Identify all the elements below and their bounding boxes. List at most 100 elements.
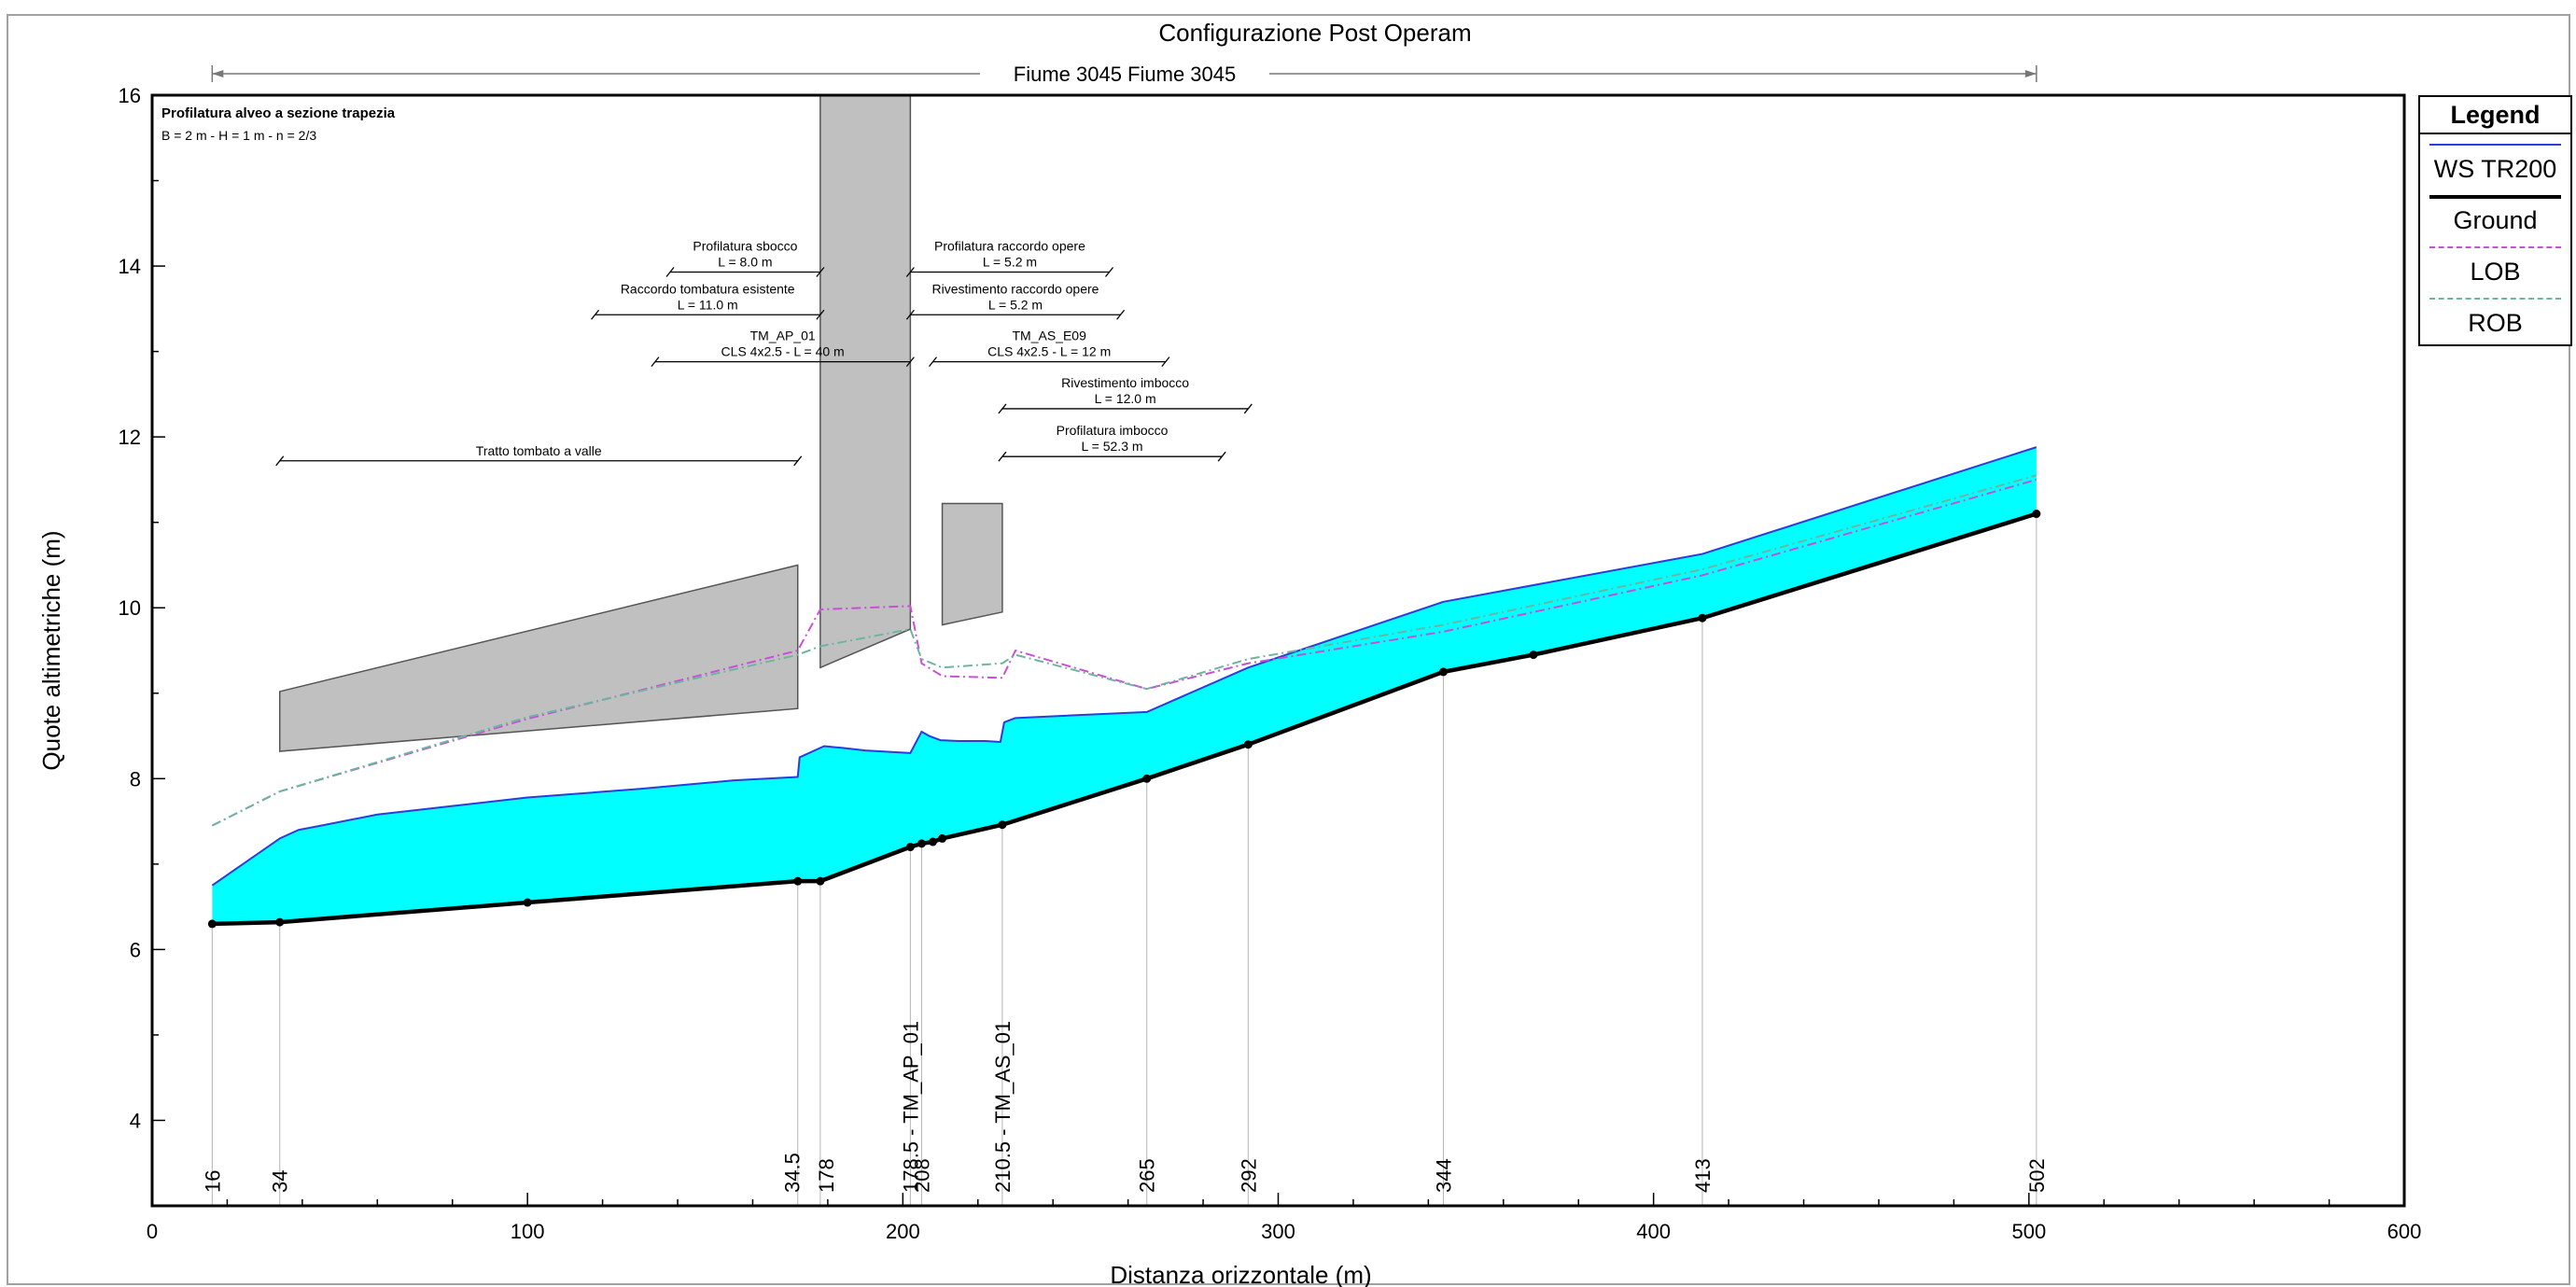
annotation-text: CLS 4x2.5 - L = 40 m — [721, 344, 845, 359]
y-tick-label: 4 — [130, 1109, 141, 1132]
ground-point — [275, 917, 285, 927]
water-fill — [212, 447, 2037, 924]
legend-item: WS TR200 — [2420, 134, 2570, 186]
annotation-text: Tratto tombato a valle — [476, 443, 602, 458]
legend-swatch — [2429, 298, 2561, 300]
y-tick-label: 6 — [130, 938, 141, 961]
annotation-text: TM_AS_E09 — [1012, 329, 1086, 343]
structure-3 — [941, 502, 1003, 626]
y-axis-label: Quote altimetriche (m) — [37, 530, 65, 770]
station-label: 344 — [1432, 1158, 1455, 1193]
ground-point — [917, 839, 926, 848]
chart-title: Configurazione Post Operam — [1158, 19, 1471, 47]
station-label: 34 — [269, 1170, 292, 1193]
x-tick-label: 400 — [1636, 1220, 1671, 1243]
x-tick-label: 600 — [2387, 1220, 2422, 1243]
station-label: 34.5 — [781, 1153, 805, 1193]
annotation-text: L = 5.2 m — [988, 297, 1043, 312]
ground-point — [1529, 650, 1538, 660]
ground-point — [938, 833, 947, 843]
annotation-tick — [793, 455, 803, 467]
ground-point — [998, 820, 1007, 830]
x-tick-label: 300 — [1261, 1220, 1295, 1243]
annotation-text: L = 52.3 m — [1082, 439, 1143, 454]
ground-point — [523, 898, 532, 907]
annotation-text: L = 5.2 m — [983, 254, 1037, 269]
annotation-tick — [1243, 403, 1253, 414]
annotation-tick — [1105, 267, 1114, 277]
annotation-text: L = 8.0 m — [718, 254, 772, 269]
legend-label: LOB — [2470, 258, 2521, 286]
series-line-lob — [211, 478, 2037, 827]
annotation-tick — [275, 455, 285, 467]
station-label: 265 — [1136, 1158, 1159, 1193]
ground-point — [207, 919, 217, 929]
annotation-text: Rivestimento imbocco — [1061, 375, 1189, 390]
legend-label: WS TR200 — [2433, 155, 2557, 183]
reach-arrow-left — [212, 70, 224, 77]
x-axis-label: Distanza orizzontale (m) — [1110, 1261, 1371, 1287]
annotation-tick — [1217, 451, 1226, 462]
annotation-text: Raccordo tombatura esistente — [621, 281, 795, 296]
annotation-tick — [998, 451, 1007, 462]
annotation-text: Profilatura raccordo opere — [934, 238, 1085, 253]
note-formula: B = 2 m - H = 1 m - n = 2/3 — [161, 128, 316, 143]
ground-point — [905, 843, 915, 852]
reach-label: Fiume 3045 Fiume 3045 — [1014, 63, 1236, 86]
y-tick-label: 8 — [130, 767, 141, 790]
x-tick-label: 100 — [511, 1220, 545, 1243]
annotation-text: L = 12.0 m — [1095, 391, 1156, 406]
ground-point — [1243, 740, 1253, 749]
y-tick-label: 12 — [119, 426, 141, 449]
station-label: 178.5 - TM_AP_01 — [899, 1021, 922, 1193]
station-label: 210.5 - TM_AS_01 — [991, 1021, 1015, 1193]
annotation-tick — [1116, 309, 1126, 320]
annotation-tick — [1161, 357, 1170, 368]
reach-arrow-right — [2024, 70, 2037, 77]
legend-item: LOB — [2420, 237, 2570, 288]
x-tick-label: 500 — [2011, 1220, 2046, 1243]
outer-frame — [7, 14, 2570, 1285]
annotation-tick — [816, 309, 825, 320]
ground-point — [1698, 613, 1707, 623]
annotation-tick — [928, 357, 938, 368]
x-tick-label: 200 — [886, 1220, 920, 1243]
annotation-tick — [905, 357, 915, 368]
structure-1 — [278, 564, 799, 752]
legend-label: Ground — [2453, 206, 2538, 234]
ground-point — [929, 837, 938, 846]
structure-2 — [819, 94, 912, 669]
series-line-ground — [212, 511, 2037, 927]
y-tick-label: 10 — [119, 596, 141, 620]
annotation-text: Profilatura imbocco — [1057, 423, 1169, 438]
ground-point — [816, 876, 825, 886]
annotation-tick — [651, 357, 660, 368]
legend-item: Ground — [2420, 186, 2570, 237]
ground-point — [2032, 510, 2041, 519]
annotation-tick — [591, 309, 600, 320]
station-label: 178 — [815, 1158, 838, 1193]
annotation-text: Rivestimento raccordo opere — [931, 281, 1099, 296]
annotation-tick — [816, 267, 825, 277]
annotation-text: CLS 4x2.5 - L = 12 m — [987, 344, 1111, 359]
legend-label: ROB — [2468, 309, 2523, 337]
annotation-tick — [998, 403, 1007, 414]
station-label: 502 — [2025, 1158, 2049, 1193]
series-line-ws-tr200 — [211, 446, 2037, 887]
legend-swatch — [2429, 246, 2561, 248]
legend-item: ROB — [2420, 288, 2570, 340]
ground-point — [1142, 774, 1152, 783]
x-tick-label: 0 — [147, 1220, 158, 1243]
annotation-text: Profilatura sbocco — [693, 238, 797, 253]
note-title: Profilatura alveo a sezione trapezia — [161, 105, 396, 121]
ground-point — [793, 876, 803, 886]
legend-swatch — [2429, 195, 2561, 199]
station-label: 292 — [1237, 1158, 1260, 1193]
station-label: 16 — [201, 1170, 224, 1193]
legend-title: Legend — [2420, 97, 2570, 134]
legend-swatch — [2429, 144, 2561, 146]
annotation-tick — [905, 309, 915, 320]
annotation-text: TM_AP_01 — [750, 329, 816, 343]
station-label: 208 — [910, 1158, 933, 1193]
